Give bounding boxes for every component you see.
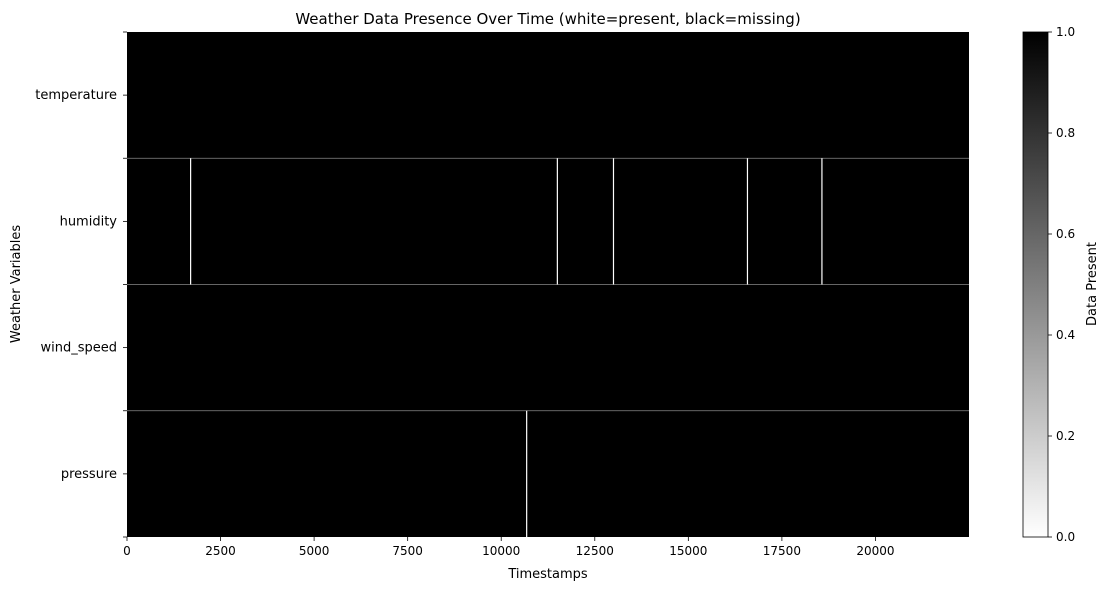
chart-title: Weather Data Presence Over Time (white=p…: [295, 10, 800, 28]
x-axis: 0 2500 5000 7500 10000 12500 15000 17500 20000: [123, 537, 895, 558]
colorbar-tick-label: 0.4: [1056, 328, 1075, 342]
x-axis-label: Timestamps: [507, 567, 588, 582]
x-tick-label: 12500: [576, 544, 614, 558]
colorbar-tick-label: 0.8: [1056, 126, 1075, 140]
colorbar-ticks: 0.0 0.2 0.4 0.6 0.8 1.0: [1048, 25, 1075, 544]
row-separators: [127, 157, 969, 412]
colorbar-tick-label: 0.6: [1056, 227, 1075, 241]
x-tick-label: 2500: [205, 544, 236, 558]
data-present-markers: [190, 158, 823, 537]
y-axis: temperature humidity wind_speed pressure: [35, 31, 127, 538]
colorbar-tick-label: 0.2: [1056, 429, 1075, 443]
colorbar-tick-label: 0.0: [1056, 530, 1075, 544]
colorbar-label: Data Present: [1085, 242, 1100, 326]
y-tick-label: temperature: [35, 88, 117, 103]
y-tick-label: wind_speed: [40, 341, 117, 356]
x-tick-label: 17500: [763, 544, 801, 558]
colorbar: 0.0 0.2 0.4 0.6 0.8 1.0 Data Present: [1022, 25, 1100, 544]
x-tick-label: 15000: [669, 544, 707, 558]
colorbar-gradient: [1022, 31, 1049, 538]
x-tick-label: 7500: [392, 544, 423, 558]
x-tick-label: 5000: [299, 544, 330, 558]
x-tick-label: 10000: [482, 544, 520, 558]
x-tick-label: 20000: [856, 544, 894, 558]
y-tick-label: pressure: [61, 467, 117, 482]
colorbar-tick-label: 1.0: [1056, 25, 1075, 39]
y-tick-label: humidity: [60, 214, 118, 229]
x-tick-label: 0: [123, 544, 131, 558]
y-axis-label: Weather Variables: [9, 225, 24, 344]
